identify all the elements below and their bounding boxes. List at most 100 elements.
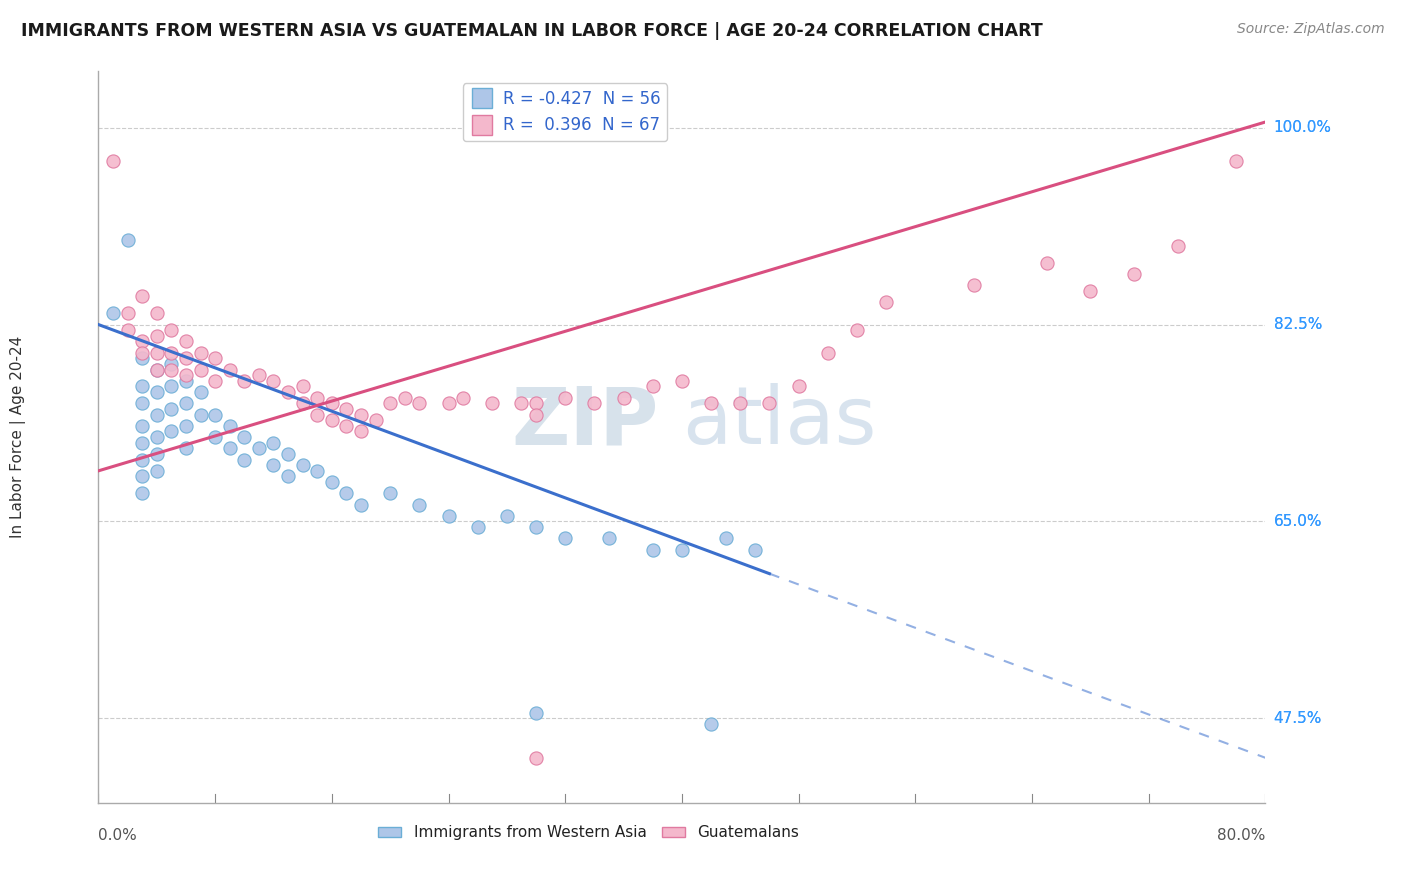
Text: 0.0%: 0.0% [98,828,138,843]
Text: 100.0%: 100.0% [1274,120,1331,135]
Point [641,379,664,393]
Point [321,396,343,410]
Point [262,458,284,473]
Point [408,396,430,410]
Point [131,334,153,349]
Point [117,323,139,337]
Point [160,425,183,439]
Point [131,396,153,410]
Point [524,408,547,422]
Point [146,328,169,343]
Point [204,351,226,366]
Point [524,840,547,855]
Point [160,345,183,359]
Point [1225,154,1247,169]
Point [160,401,183,416]
Point [190,345,212,359]
Point [218,418,240,433]
Point [131,486,153,500]
Text: 47.5%: 47.5% [1274,711,1322,726]
Point [146,447,169,461]
Point [174,374,197,388]
Point [131,469,153,483]
Point [524,751,547,765]
Point [131,379,153,393]
Text: In Labor Force | Age 20-24: In Labor Force | Age 20-24 [10,336,27,538]
Point [307,464,329,478]
Point [524,706,547,720]
Point [146,306,169,320]
Point [291,458,314,473]
Point [146,362,169,376]
Point [787,379,810,393]
Point [394,391,416,405]
Point [307,391,329,405]
Text: 100.0%: 100.0% [1274,120,1331,135]
Point [758,396,780,410]
Point [174,368,197,383]
Point [218,442,240,456]
Point [277,385,299,400]
Point [160,362,183,376]
Legend: Immigrants from Western Asia, Guatemalans: Immigrants from Western Asia, Guatemalan… [373,819,804,847]
Point [190,408,212,422]
Point [117,306,139,320]
Point [510,396,533,410]
Text: 82.5%: 82.5% [1274,317,1322,332]
Text: 82.5%: 82.5% [1274,317,1322,332]
Point [146,464,169,478]
Point [291,379,314,393]
Point [160,357,183,371]
Point [233,374,256,388]
Point [335,418,357,433]
Point [481,396,503,410]
Point [277,447,299,461]
Point [700,396,723,410]
Point [364,413,387,427]
Text: 47.5%: 47.5% [1274,711,1322,726]
Point [174,396,197,410]
Point [335,486,357,500]
Point [1035,255,1057,269]
Point [146,430,169,444]
Point [174,334,197,349]
Point [174,351,197,366]
Point [671,374,693,388]
Point [408,498,430,512]
Point [350,408,373,422]
Text: Source: ZipAtlas.com: Source: ZipAtlas.com [1237,22,1385,37]
Point [247,368,270,383]
Point [817,345,839,359]
Point [467,520,489,534]
Point [524,520,547,534]
Point [554,532,576,546]
Text: atlas: atlas [682,384,876,461]
Point [714,532,737,546]
Point [846,323,869,337]
Point [321,475,343,489]
Point [496,508,519,523]
Point [160,379,183,393]
Point [101,306,124,320]
Text: IMMIGRANTS FROM WESTERN ASIA VS GUATEMALAN IN LABOR FORCE | AGE 20-24 CORRELATIO: IMMIGRANTS FROM WESTERN ASIA VS GUATEMAL… [21,22,1043,40]
Text: 80.0%: 80.0% [1218,828,1265,843]
Point [262,374,284,388]
Point [321,413,343,427]
Point [350,425,373,439]
Point [247,442,270,456]
Point [233,430,256,444]
Point [641,542,664,557]
Point [451,391,474,405]
Point [583,396,606,410]
Point [744,542,766,557]
Point [146,408,169,422]
Text: 65.0%: 65.0% [1274,514,1322,529]
Point [554,391,576,405]
Point [204,430,226,444]
Point [131,418,153,433]
Point [730,396,752,410]
Point [1167,239,1189,253]
Point [174,418,197,433]
Text: 65.0%: 65.0% [1274,514,1322,529]
Point [437,396,460,410]
